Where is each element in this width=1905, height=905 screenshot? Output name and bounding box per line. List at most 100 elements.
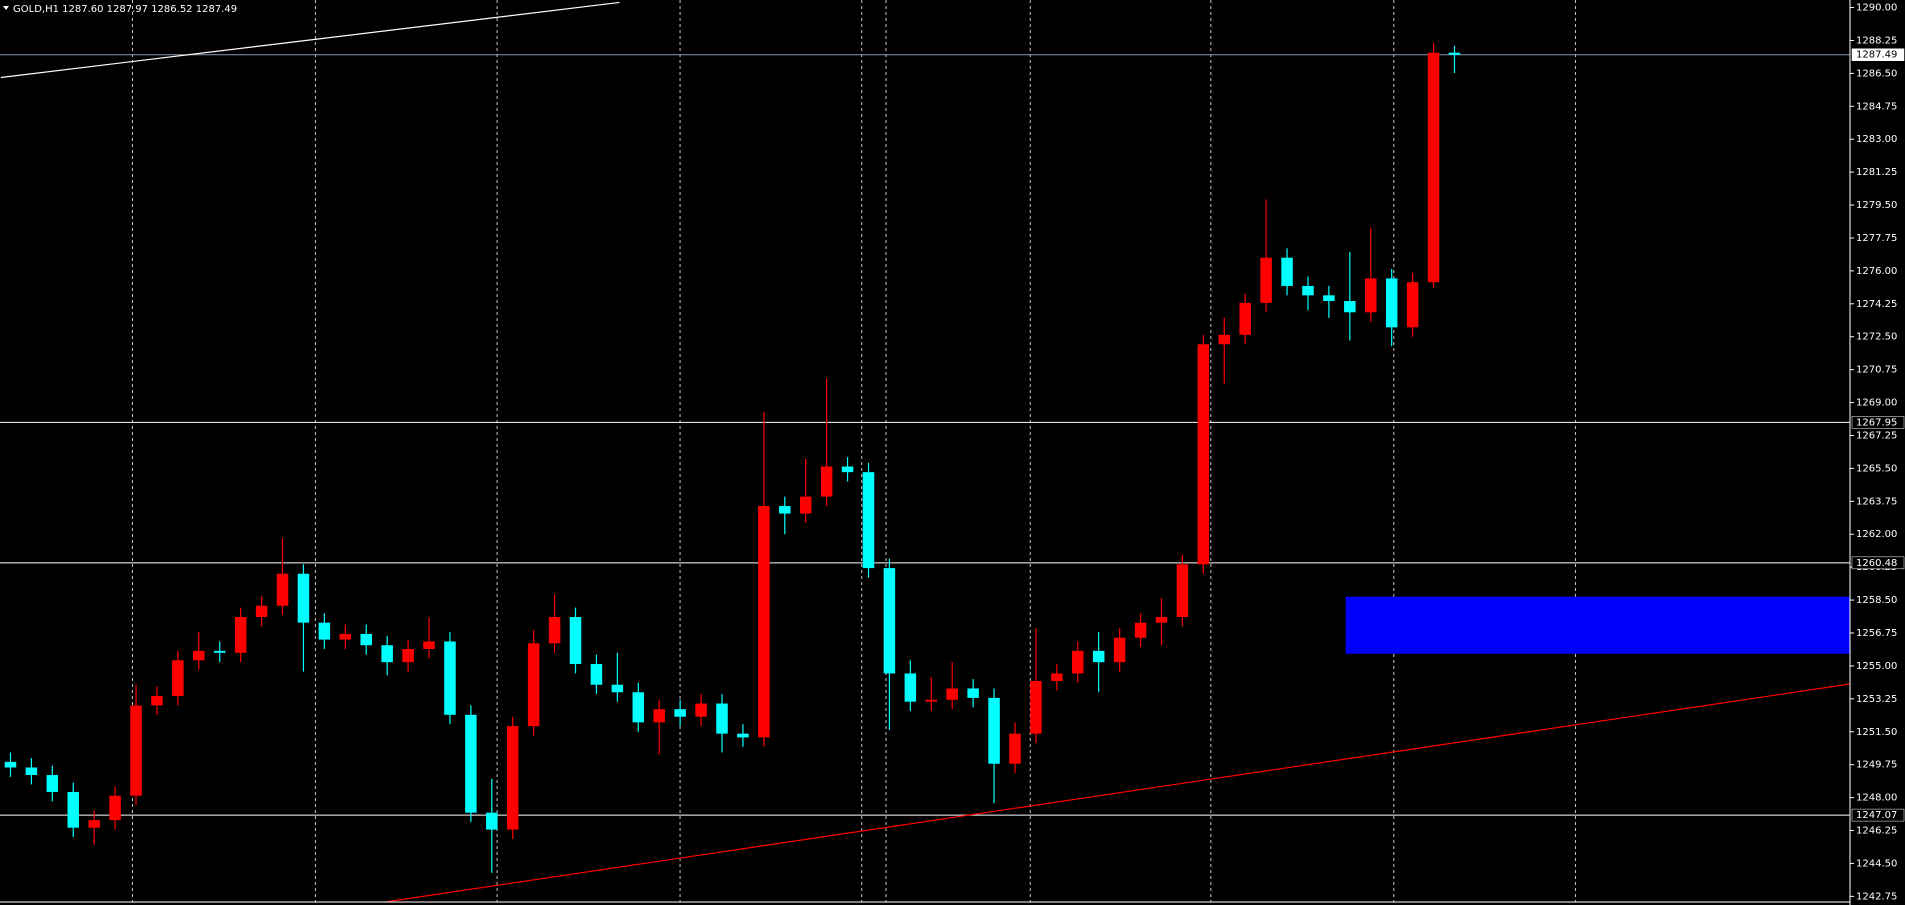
level-label-bg xyxy=(1851,808,1905,822)
y-tick-label: 1246.25 xyxy=(1856,826,1897,837)
candle-body xyxy=(339,633,352,640)
candle-body xyxy=(1197,344,1210,565)
candle-body xyxy=(632,692,645,723)
candle-body xyxy=(151,696,163,706)
candle-body xyxy=(1051,673,1063,681)
y-tick-label: 1265.50 xyxy=(1856,463,1897,474)
candle-body xyxy=(883,568,896,674)
candle-body xyxy=(4,761,17,768)
y-tick-label: 1269.00 xyxy=(1856,398,1897,409)
candle-body xyxy=(381,645,393,663)
y-tick-label: 1274.25 xyxy=(1856,299,1897,310)
candle-body xyxy=(1344,300,1356,313)
level-label: 1260.48 xyxy=(1856,558,1897,569)
y-tick-label: 1286.50 xyxy=(1856,68,1897,79)
candle-body xyxy=(1323,295,1335,301)
y-tick-label: 1255.00 xyxy=(1856,661,1897,672)
chart-header: GOLD,H1 1287.60 1287.97 1286.52 1287.49 xyxy=(13,4,237,15)
candle-body xyxy=(862,472,875,569)
candle-body xyxy=(1030,680,1042,734)
candle-body xyxy=(213,650,226,653)
candle-body xyxy=(109,795,121,821)
candle-body xyxy=(318,622,331,640)
candle-body xyxy=(130,705,142,796)
candle-body xyxy=(1134,622,1147,638)
candle-body xyxy=(1239,302,1251,335)
y-tick-label: 1290.00 xyxy=(1856,3,1897,14)
candle-body xyxy=(402,648,414,663)
level-label: 1247.07 xyxy=(1856,810,1897,821)
level-label-bg xyxy=(1851,556,1905,570)
y-tick-label: 1288.25 xyxy=(1856,35,1897,46)
candle-body xyxy=(1365,278,1377,313)
candle-body xyxy=(988,697,1000,764)
candle-body xyxy=(695,703,707,717)
candle-body xyxy=(297,573,310,623)
candle-body xyxy=(1113,637,1126,663)
y-tick-label: 1253.25 xyxy=(1856,694,1897,705)
candle-body xyxy=(590,664,603,685)
candle-body xyxy=(25,767,38,776)
level-label-bg xyxy=(1851,48,1905,61)
y-tick-label: 1276.00 xyxy=(1856,266,1897,277)
candle-body xyxy=(611,684,624,693)
candle-body xyxy=(925,699,938,702)
y-tick-label: 1284.75 xyxy=(1856,101,1897,112)
level-label: 1267.95 xyxy=(1856,417,1897,428)
candle-body xyxy=(674,709,686,717)
y-tick-label: 1249.75 xyxy=(1856,760,1897,771)
candle-body xyxy=(779,506,791,514)
y-tick-label: 1251.50 xyxy=(1856,727,1897,738)
candle-body xyxy=(193,650,205,661)
y-tick-label: 1244.50 xyxy=(1856,858,1897,869)
candle-body xyxy=(1072,650,1084,674)
y-tick-label: 1248.00 xyxy=(1856,793,1897,804)
y-tick-label: 1277.75 xyxy=(1856,233,1897,244)
candle-body xyxy=(758,506,770,738)
candle-body xyxy=(548,617,561,644)
candle-body xyxy=(255,605,268,618)
collapse-arrow[interactable] xyxy=(3,6,9,10)
candle-body xyxy=(506,726,519,830)
candle-body xyxy=(1260,257,1272,303)
candle-body xyxy=(1427,52,1440,283)
candle-body xyxy=(1155,617,1168,623)
y-tick-label: 1242.75 xyxy=(1856,891,1897,902)
candle-body xyxy=(967,688,979,698)
candle-body xyxy=(569,617,582,665)
candle-body xyxy=(486,812,498,830)
y-tick-label: 1281.25 xyxy=(1856,167,1897,178)
candle-body xyxy=(527,643,540,727)
trendline xyxy=(0,1,620,79)
candle-body xyxy=(820,466,833,497)
candle-body xyxy=(465,714,477,813)
candle-body xyxy=(1385,278,1398,328)
candle-body xyxy=(653,709,665,723)
candle-body xyxy=(1448,52,1461,55)
candle-body xyxy=(444,641,456,715)
zone-rect xyxy=(1345,596,1850,654)
candle-body xyxy=(1281,257,1293,286)
y-tick-label: 1283.00 xyxy=(1856,134,1897,145)
y-tick-label: 1272.50 xyxy=(1856,332,1897,343)
price-axis-bg xyxy=(1850,0,1905,905)
y-tick-label: 1279.50 xyxy=(1856,200,1897,211)
candle-body xyxy=(1092,650,1105,663)
candle-body xyxy=(360,633,372,646)
candle-body xyxy=(1176,564,1189,618)
candle-body xyxy=(1218,334,1231,345)
candle-body xyxy=(423,641,435,649)
y-tick-label: 1270.75 xyxy=(1856,365,1897,376)
trendline xyxy=(384,683,1851,903)
candle-body xyxy=(276,573,289,606)
candle-body xyxy=(234,617,247,653)
candle-body xyxy=(799,496,812,514)
candle-body xyxy=(716,703,728,734)
candle-body xyxy=(841,466,854,473)
candle-body xyxy=(904,673,917,702)
candle-body xyxy=(946,688,958,700)
candle-body xyxy=(172,660,184,697)
candle-body xyxy=(1406,282,1419,328)
